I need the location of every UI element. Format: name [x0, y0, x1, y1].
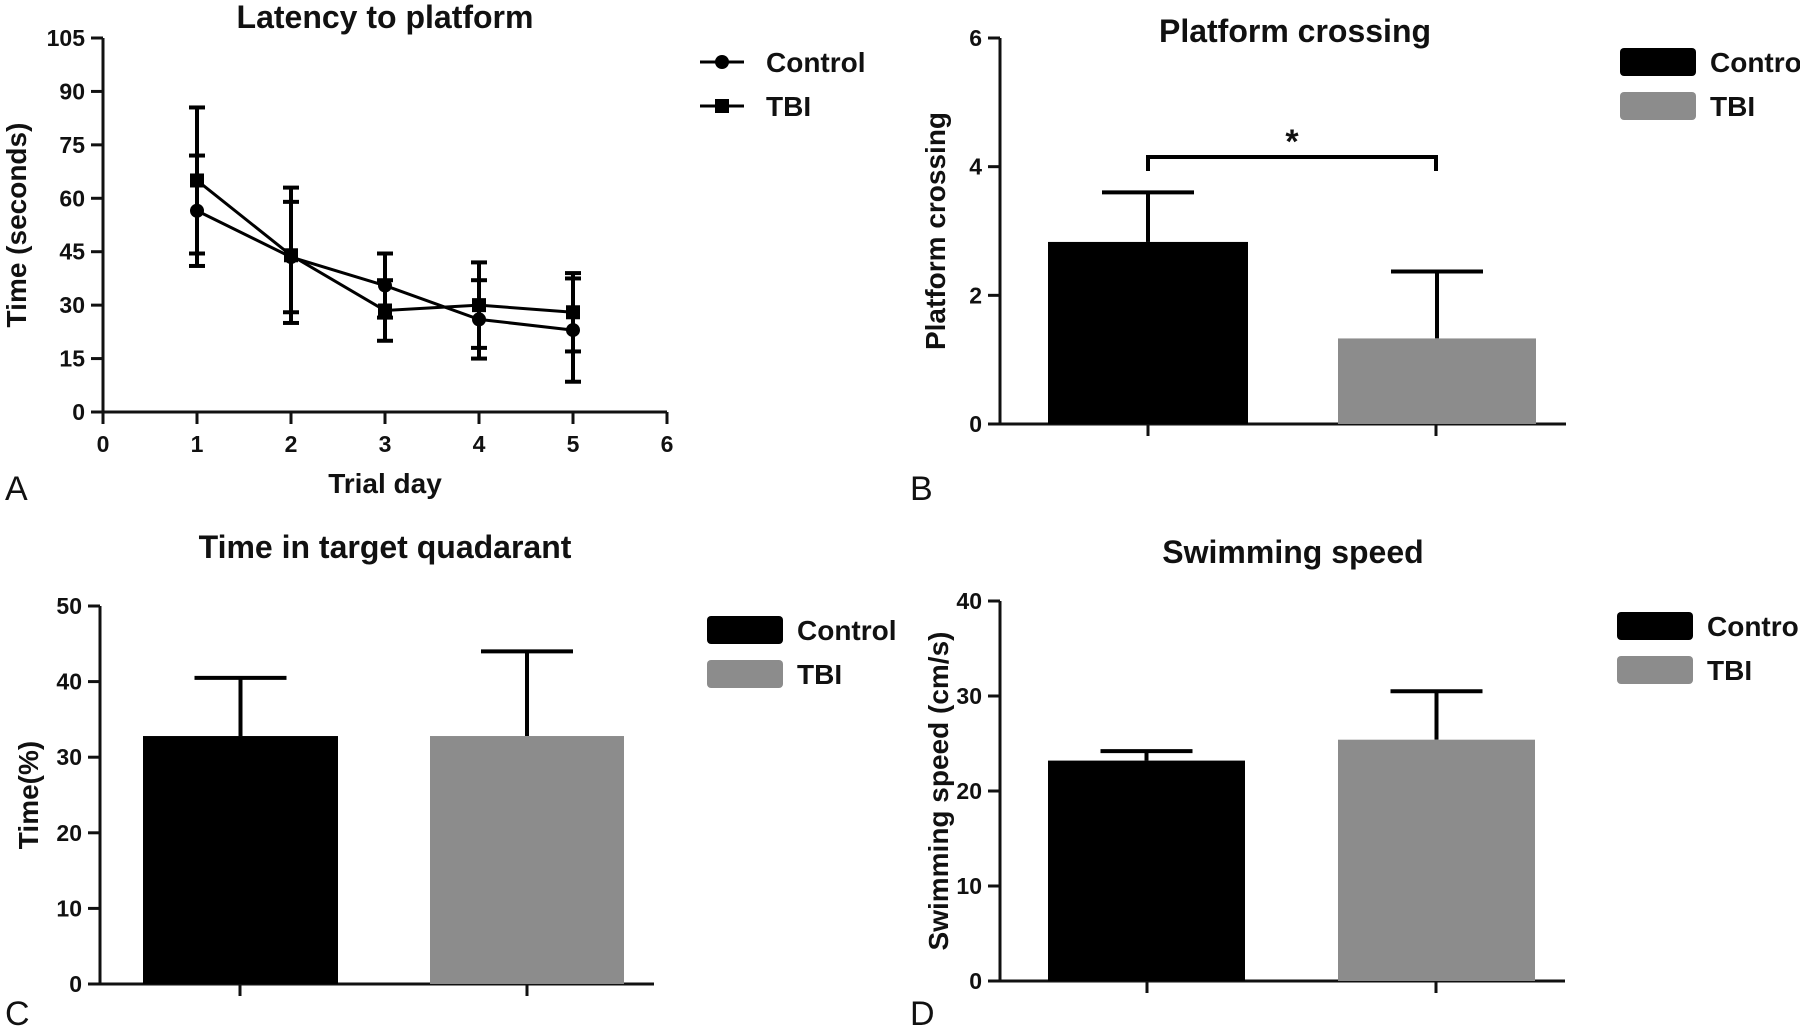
- panel-letter-b: B: [910, 470, 933, 508]
- data-point-tbi: [284, 248, 298, 263]
- y-tick-label: 6: [969, 25, 982, 51]
- y-tick-label: 20: [956, 778, 982, 804]
- panel-b: Platform crossing 0 2 4 6 Platform crossing B *…: [910, 13, 1800, 508]
- x-tick-label: 2: [285, 431, 298, 457]
- x-tick-label: 5: [567, 431, 580, 457]
- legend-label-control: Control: [1707, 611, 1800, 642]
- y-tick-label: 30: [59, 292, 85, 318]
- significance-label: *: [1285, 123, 1299, 161]
- y-axis-label: Time(%): [13, 741, 44, 849]
- y-tick-label: 0: [969, 411, 982, 437]
- legend-marker-control: [715, 55, 729, 69]
- y-tick-label: 60: [59, 185, 85, 211]
- panel-letter-c: C: [5, 995, 30, 1033]
- x-tick-label: 6: [661, 431, 674, 457]
- legend-label-control: Control: [797, 615, 897, 646]
- legend-label-tbi: TBI: [797, 659, 842, 690]
- bar-tbi: [1338, 739, 1535, 981]
- bar-control: [1048, 760, 1245, 981]
- y-tick-label: 40: [56, 669, 82, 695]
- bar-control: [1048, 241, 1248, 424]
- x-tick-label: 3: [379, 431, 392, 457]
- legend-swatch-control: [1617, 612, 1693, 640]
- x-tick-label: 0: [97, 431, 110, 457]
- data-point-tbi: [566, 305, 580, 320]
- y-tick-label: 10: [56, 895, 82, 921]
- panel-letter-a: A: [5, 470, 28, 508]
- y-tick-label: 10: [956, 873, 982, 899]
- y-axis-label: Swimming speed (cm/s): [923, 632, 954, 951]
- legend-label-tbi: TBI: [1707, 655, 1752, 686]
- legend-swatch-control: [1620, 48, 1696, 76]
- legend-swatch-tbi: [1620, 92, 1696, 120]
- y-tick-label: 0: [72, 399, 85, 425]
- panel-letter-d: D: [910, 995, 935, 1033]
- y-axis-label: Time (seconds): [1, 123, 32, 328]
- chart-title: Time in target quadarant: [199, 529, 572, 565]
- y-tick-label: 15: [59, 346, 85, 372]
- y-tick-label: 90: [59, 78, 85, 104]
- panel-c: Time in target quadarant 0 10 20 30 40 50 Time(…: [5, 529, 897, 1033]
- data-point-tbi: [472, 298, 486, 313]
- y-tick-label: 0: [69, 971, 82, 997]
- legend-label-control: Control: [766, 47, 866, 78]
- y-tick-label: 75: [59, 132, 85, 158]
- legend-swatch-tbi: [1617, 656, 1693, 684]
- y-tick-label: 45: [59, 239, 85, 265]
- chart-title: Swimming speed: [1162, 534, 1423, 570]
- x-tick-label: 4: [473, 431, 486, 457]
- y-tick-label: 30: [56, 744, 82, 770]
- y-tick-label: 0: [969, 968, 982, 994]
- y-tick-label: 50: [56, 593, 82, 619]
- chart-title: Platform crossing: [1159, 13, 1431, 49]
- legend-swatch-tbi: [707, 660, 783, 688]
- legend-label-control: Control: [1710, 47, 1800, 78]
- y-tick-label: 30: [956, 683, 982, 709]
- data-point-tbi: [190, 173, 204, 188]
- x-axis-label: Trial day: [328, 468, 442, 499]
- legend-swatch-control: [707, 616, 783, 644]
- y-tick-label: 20: [56, 820, 82, 846]
- y-axis-label: Platform crossing: [920, 112, 951, 350]
- data-point-tbi: [378, 303, 392, 318]
- significance-bracket: [1146, 155, 1438, 172]
- y-tick-label: 40: [956, 588, 982, 614]
- x-tick-label: 1: [191, 431, 204, 457]
- bar-tbi: [1338, 338, 1536, 424]
- y-tick-label: 2: [969, 282, 982, 308]
- y-tick-label: 105: [47, 25, 86, 51]
- y-tick-label: 4: [969, 154, 982, 180]
- bar-tbi: [430, 736, 624, 984]
- legend-label-tbi: TBI: [766, 91, 811, 122]
- chart-title: Latency to platform: [237, 0, 534, 35]
- legend-label-tbi: TBI: [1710, 91, 1755, 122]
- bar-control: [143, 736, 338, 984]
- legend-marker-tbi: [715, 99, 729, 113]
